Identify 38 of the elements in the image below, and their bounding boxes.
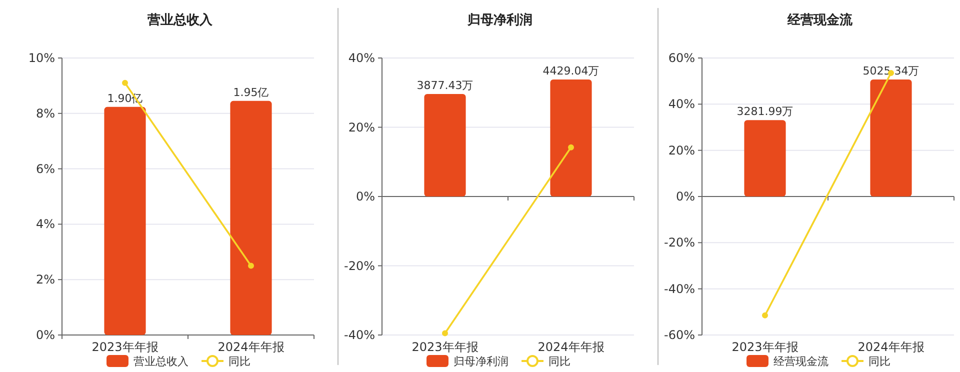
y-tick-label: 40% — [668, 97, 695, 112]
legend-label: 同比 — [868, 355, 890, 368]
x-tick-label: 2024年年报 — [538, 340, 604, 354]
y-tick-label: 40% — [348, 51, 375, 65]
y-tick-label: 0% — [676, 190, 695, 204]
legend-label: 经营现金流 — [774, 355, 828, 368]
y-tick-label: 0% — [36, 328, 55, 342]
chart-title: 营业总收入 — [146, 12, 214, 28]
legend-label: 归母净利润 — [454, 355, 508, 368]
data-label: 3281.99万 — [736, 105, 794, 118]
legend-label: 营业总收入 — [134, 355, 188, 368]
y-tick-label: -60% — [664, 328, 695, 342]
y-tick-label: 2% — [36, 272, 55, 287]
x-tick-label: 2023年年报 — [92, 340, 158, 354]
x-tick-label: 2023年年报 — [412, 340, 478, 354]
y-tick-label: 20% — [668, 143, 695, 158]
legend-label: 同比 — [228, 355, 250, 368]
y-tick-label: -20% — [664, 236, 695, 250]
y-tick-label: 20% — [348, 120, 375, 134]
x-tick-label: 2023年年报 — [732, 340, 798, 354]
y-tick-label: 60% — [668, 51, 695, 65]
chart-title: 归母净利润 — [466, 12, 532, 28]
y-tick-label: 10% — [28, 51, 55, 65]
y-tick-label: -20% — [344, 258, 375, 273]
y-tick-label: 8% — [36, 106, 55, 120]
y-tick-label: 6% — [36, 162, 55, 176]
data-label: 1.95亿 — [233, 86, 269, 99]
data-label: 5025.34万 — [862, 64, 920, 78]
y-tick-label: 0% — [356, 190, 375, 204]
y-tick-label: -40% — [344, 328, 375, 342]
data-label: 4429.04万 — [542, 64, 600, 78]
data-label: 3877.43万 — [416, 79, 474, 92]
x-tick-label: 2024年年报 — [858, 340, 924, 354]
y-tick-label: -40% — [664, 282, 695, 296]
chart-title: 经营现金流 — [786, 12, 854, 28]
x-tick-label: 2024年年报 — [218, 340, 284, 354]
legend-label: 同比 — [548, 355, 570, 368]
y-tick-label: 4% — [36, 217, 55, 232]
